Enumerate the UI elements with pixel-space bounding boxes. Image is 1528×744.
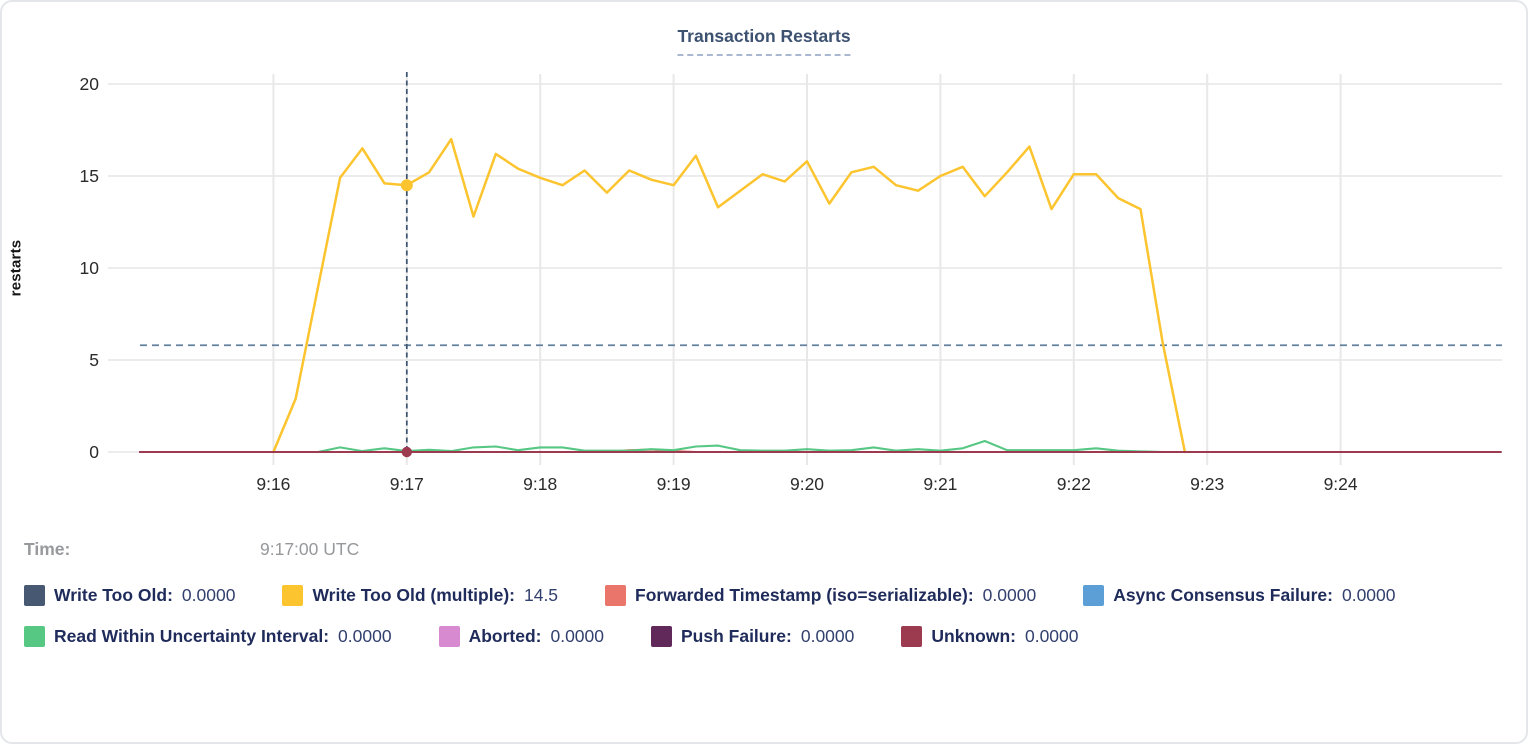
legend-item: Write Too Old: 0.0000 [24,585,235,606]
x-tick-label: 9:18 [523,474,557,494]
series-line-1 [272,137,1187,454]
legend-item: Aborted: 0.0000 [438,626,604,647]
legend-item-label: Aborted: [468,626,542,646]
legend-item: Async Consensus Failure: 0.0000 [1083,585,1396,606]
y-tick-label: 20 [80,74,100,94]
legend-item: Write Too Old (multiple): 14.5 [282,585,558,606]
legend-item-value: 0.0000 [1024,626,1079,646]
legend-swatch [1083,585,1105,606]
legend-item: Read Within Uncertainty Interval: 0.0000 [24,626,392,647]
legend-item: Forwarded Timestamp (iso=serializable): … [605,585,1036,606]
x-tick-label: 9:21 [923,474,957,494]
x-tick-label: 9:20 [790,474,824,494]
x-tick-label: 9:24 [1324,474,1358,494]
legend-item-label: Write Too Old (multiple): [312,585,515,605]
time-label: Time: [24,539,71,559]
legend-item-label: Forwarded Timestamp (iso=serializable): [635,585,974,605]
legend-item-label: Write Too Old: [54,585,173,605]
legend-item-label: Read Within Uncertainty Interval: [54,626,330,646]
y-tick-label: 0 [89,442,99,462]
y-axis-title: restarts [7,239,25,297]
legend-swatch [438,626,460,647]
legend-item-value: 0.0000 [800,626,855,646]
legend-item: Unknown: 0.0000 [901,626,1079,647]
x-tick-label: 9:17 [390,474,424,494]
chart-plot[interactable]: 0 5 10 15 20 9:16 9:17 9:18 9:19 9:20 9:21 9:22 9:23… [2,2,1528,514]
legend-swatch [282,585,304,606]
legend-swatch [24,626,45,647]
legend-item-value: 0.0000 [181,585,236,605]
time-row: Time: 9:17:00 UTC [24,539,1504,560]
legend-item-value: 0.0000 [338,626,392,646]
legend-swatch [605,585,627,606]
legend-swatch [24,585,45,606]
legend-item-label: Unknown: [931,626,1016,646]
legend-swatch [901,626,923,647]
time-value: 9:17:00 UTC [260,539,360,559]
legend: Write Too Old: 0.0000 Write Too Old (mul… [24,585,1512,647]
legend-item-value: 0.0000 [550,626,604,646]
legend-item-value: 0.0000 [1341,585,1396,605]
crosshair-dot-1 [400,179,413,192]
crosshair-dot-7 [401,446,412,458]
x-tick-label: 9:23 [1190,474,1224,494]
legend-item-label: Async Consensus Failure: [1113,585,1333,605]
legend-item-label: Push Failure: [681,626,792,646]
y-tick-label: 5 [89,350,99,370]
y-tick-label: 10 [80,258,100,278]
x-tick-label: 9:22 [1057,474,1091,494]
series-line-4 [316,439,1164,454]
x-tick-label: 9:19 [657,474,691,494]
y-tick-label: 15 [80,166,99,186]
legend-item-value: 14.5 [523,585,559,605]
legend-item: Push Failure: 0.0000 [651,626,854,647]
legend-item-value: 0.0000 [982,585,1037,605]
x-tick-label: 9:16 [256,474,290,494]
chart-title[interactable]: Transaction Restarts [677,26,851,56]
legend-swatch [651,626,672,647]
